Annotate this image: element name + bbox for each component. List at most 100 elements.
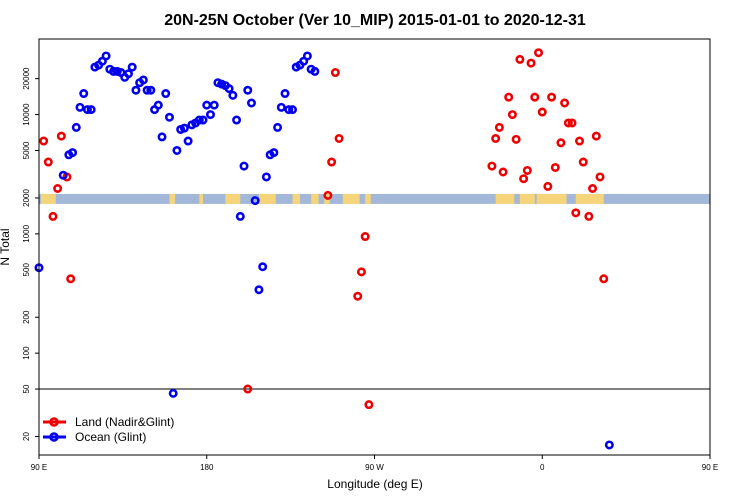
ocean-point xyxy=(153,100,163,110)
ocean-point xyxy=(209,100,219,110)
y-tick-label: 50 xyxy=(22,384,31,393)
map-band-land xyxy=(536,193,567,204)
land-point xyxy=(599,274,609,284)
land-point xyxy=(530,92,540,102)
ocean-point xyxy=(287,105,297,115)
x-tick-label: 180 xyxy=(200,463,214,472)
ocean-point xyxy=(68,148,78,158)
legend-marker xyxy=(49,432,59,442)
y-tick-label: 1000 xyxy=(22,224,31,242)
land-point xyxy=(571,208,581,218)
ocean-point xyxy=(82,105,92,115)
land-point xyxy=(356,267,366,277)
ocean-point xyxy=(131,85,141,95)
land-point xyxy=(567,118,577,128)
land-point xyxy=(560,98,570,108)
x-tick-label: 0 xyxy=(540,463,545,472)
land-point xyxy=(487,161,497,171)
y-tick-label: 10000 xyxy=(22,103,31,126)
land-point xyxy=(330,68,340,78)
land-point xyxy=(522,165,532,175)
map-band-land xyxy=(292,193,300,204)
ocean-point xyxy=(198,115,208,125)
map-band-land xyxy=(311,193,319,204)
ocean-point xyxy=(138,75,148,85)
ocean-point xyxy=(142,85,152,95)
land-point xyxy=(48,211,58,221)
legend-label: Ocean (Glint) xyxy=(75,430,146,444)
ocean-point xyxy=(123,69,133,79)
y-tick-label: 20000 xyxy=(22,67,31,90)
map-band-land xyxy=(258,193,276,204)
land-point xyxy=(515,54,525,64)
y-axis-label: N Total xyxy=(0,228,12,265)
land-point xyxy=(547,92,557,102)
ocean-point xyxy=(269,148,279,158)
land-point xyxy=(563,118,573,128)
ocean-point xyxy=(246,98,256,108)
x-tick-label: 90 W xyxy=(365,463,384,472)
ocean-point xyxy=(86,105,96,115)
y-tick-label: 5000 xyxy=(22,141,31,159)
legend-label: Land (Nadir&Glint) xyxy=(75,415,174,429)
map-band-land xyxy=(575,193,604,204)
map-band-land xyxy=(169,193,176,204)
ocean-point xyxy=(250,196,260,206)
ocean-point xyxy=(224,84,234,94)
ocean-point xyxy=(254,285,264,295)
land-point xyxy=(353,291,363,301)
y-tick-label: 500 xyxy=(22,263,31,277)
ocean-point xyxy=(232,115,242,125)
ocean-point xyxy=(243,85,253,95)
map-band-land xyxy=(365,193,371,204)
plot-frame xyxy=(38,38,711,456)
ocean-point xyxy=(280,89,290,99)
legend: Land (Nadir&Glint)Ocean (Glint) xyxy=(43,415,174,444)
ocean-point xyxy=(276,102,286,112)
ocean-point xyxy=(302,51,312,61)
ocean-point xyxy=(161,89,171,99)
land-point xyxy=(243,384,253,394)
ocean-point xyxy=(71,122,81,132)
x-axis-label: Longitude (deg E) xyxy=(327,477,422,491)
ocean-point xyxy=(179,123,189,133)
land-point xyxy=(504,92,514,102)
land-point xyxy=(56,131,66,141)
ocean-point xyxy=(58,170,68,180)
land-point xyxy=(511,134,521,144)
ocean-point xyxy=(194,115,204,125)
ocean-point xyxy=(146,85,156,95)
land-point xyxy=(323,190,333,200)
ocean-point xyxy=(164,112,174,122)
land-point xyxy=(39,136,49,146)
land-point xyxy=(534,48,544,58)
land-point xyxy=(537,107,547,117)
land-point xyxy=(575,136,585,146)
plot-area xyxy=(34,48,710,450)
y-tick-label: 200 xyxy=(22,310,31,324)
ocean-point xyxy=(205,110,215,120)
y-tick-label: 2000 xyxy=(22,188,31,206)
map-band-land xyxy=(519,193,535,204)
land-point xyxy=(519,174,529,184)
ocean-point xyxy=(202,100,212,110)
map-band-land xyxy=(225,193,241,204)
ocean-point xyxy=(183,136,193,146)
ocean-point xyxy=(79,89,89,99)
ocean-point xyxy=(604,440,614,450)
map-band-land xyxy=(40,193,56,204)
x-tick-label: 90 E xyxy=(702,463,718,472)
land-point xyxy=(498,167,508,177)
ocean-point xyxy=(168,388,178,398)
land-point xyxy=(327,157,337,167)
ocean-point xyxy=(235,211,245,221)
ocean-point xyxy=(284,105,294,115)
land-point xyxy=(507,110,517,120)
land-point xyxy=(491,134,501,144)
ocean-point xyxy=(157,132,167,142)
x-tick-label: 90 E xyxy=(31,463,47,472)
y-tick-label: 100 xyxy=(22,346,31,360)
land-point xyxy=(584,211,594,221)
